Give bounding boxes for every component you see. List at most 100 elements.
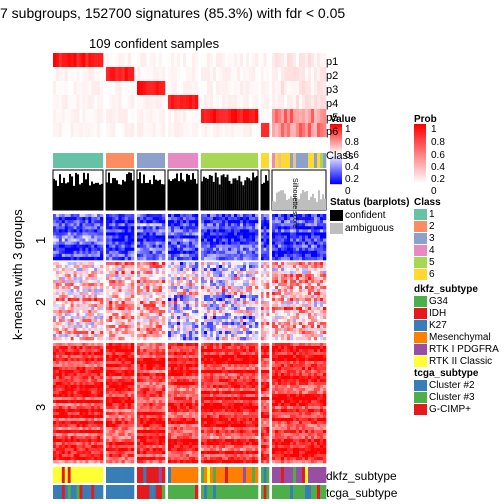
heatmap-cell-group-3 <box>130 394 135 398</box>
heatmap-cell-group-2 <box>204 334 208 338</box>
prob-cell-p1 <box>323 53 327 67</box>
class-cell <box>311 153 315 168</box>
heatmap-cell-group-1 <box>216 232 220 236</box>
heatmap-cell-group-2 <box>299 262 303 266</box>
heatmap-cell-group-3 <box>100 421 104 425</box>
heatmap-cell-group-2 <box>266 325 270 329</box>
heatmap-cell-group-2 <box>85 265 89 269</box>
heatmap-cell-group-2 <box>189 331 193 335</box>
heatmap-cell-group-3 <box>118 352 122 356</box>
prob-cell-p1 <box>124 53 129 67</box>
prob-cell-p2 <box>118 67 122 81</box>
heatmap-cell-group-2 <box>207 307 211 311</box>
heatmap-cell-group-3 <box>61 343 66 347</box>
heatmap-cell-group-1 <box>127 247 132 252</box>
heatmap-cell-group-2 <box>219 331 223 335</box>
heatmap-cell-group-1 <box>61 241 66 245</box>
heatmap-cell-group-2 <box>231 292 235 296</box>
heatmap-cell-group-1 <box>121 238 125 242</box>
heatmap-cell-group-2 <box>124 268 129 272</box>
heatmap-cell-group-3 <box>67 346 71 350</box>
heatmap-cell-group-2 <box>97 316 101 320</box>
heatmap-cell-group-3 <box>88 394 92 398</box>
heatmap-cell-group-2 <box>284 271 288 275</box>
heatmap-cell-group-1 <box>252 220 256 224</box>
prob-cell-p4 <box>237 95 241 109</box>
heatmap-cell-group-1 <box>281 250 285 255</box>
heatmap-cell-group-2 <box>189 295 193 299</box>
heatmap-cell-group-1 <box>112 229 116 233</box>
prob-cell-p5 <box>137 109 141 123</box>
heatmap-cell-group-2 <box>320 280 324 284</box>
silhouette-bar <box>73 185 75 210</box>
heatmap-cell-group-2 <box>85 274 89 278</box>
heatmap-cell-group-3 <box>130 373 135 377</box>
heatmap-cell-group-2 <box>180 271 184 275</box>
heatmap-cell-group-3 <box>58 343 63 347</box>
heatmap-cell-group-2 <box>228 280 232 284</box>
prob-cell-p4 <box>137 95 141 109</box>
heatmap-cell-group-1 <box>317 241 321 245</box>
heatmap-cell-group-3 <box>100 457 104 461</box>
heatmap-cell-group-1 <box>70 235 74 239</box>
heatmap-cell-group-2 <box>79 337 83 341</box>
heatmap-cell-group-1 <box>237 220 241 224</box>
heatmap-cell-group-1 <box>311 232 315 236</box>
heatmap-cell-group-1 <box>293 247 297 252</box>
heatmap-cell-group-3 <box>55 385 60 389</box>
heatmap-cell-group-2 <box>278 295 282 299</box>
heatmap-cell-group-1 <box>100 229 104 233</box>
heatmap-cell-group-1 <box>106 223 110 227</box>
prob-cell-p6 <box>293 123 297 137</box>
heatmap-cell-group-2 <box>149 277 153 281</box>
heatmap-cell-group-3 <box>85 376 89 380</box>
heatmap-cell-group-2 <box>171 262 175 266</box>
heatmap-cell-group-2 <box>278 289 282 293</box>
heatmap-cell-group-1 <box>195 232 199 236</box>
heatmap-cell-group-2 <box>308 316 312 320</box>
heatmap-cell-group-2 <box>275 310 279 314</box>
heatmap-cell-group-2 <box>82 319 86 323</box>
heatmap-cell-group-2 <box>222 313 226 317</box>
heatmap-cell-group-2 <box>97 298 101 302</box>
heatmap-cell-group-3 <box>88 388 92 392</box>
heatmap-cell-group-2 <box>79 295 83 299</box>
heatmap-cell-group-3 <box>70 436 74 440</box>
heatmap-cell-group-2 <box>82 313 86 317</box>
prob-cell-p5 <box>272 109 276 123</box>
silhouette-bar <box>139 172 141 210</box>
heatmap-cell-group-1 <box>161 253 166 258</box>
heatmap-cell-group-1 <box>168 214 172 218</box>
heatmap-cell-group-2 <box>168 304 172 308</box>
heatmap-cell-group-3 <box>76 433 80 437</box>
silhouette-bar <box>263 182 265 210</box>
heatmap-cell-group-3 <box>64 394 69 398</box>
heatmap-cell-group-2 <box>152 319 156 323</box>
heatmap-cell-group-2 <box>252 319 256 323</box>
heatmap-cell-group-2 <box>70 295 74 299</box>
heatmap-cell-group-2 <box>109 328 113 332</box>
heatmap-cell-group-2 <box>58 274 63 278</box>
heatmap-cell-group-1 <box>225 220 229 224</box>
heatmap-cell-group-3 <box>53 397 57 401</box>
heatmap-cell-group-1 <box>137 250 141 255</box>
heatmap-cell-group-2 <box>287 298 291 302</box>
heatmap-cell-group-3 <box>88 364 92 368</box>
heatmap-cell-group-2 <box>155 313 160 317</box>
heatmap-cell-group-3 <box>109 364 113 368</box>
heatmap-cell-group-2 <box>53 334 57 338</box>
silhouette-bar <box>130 172 132 210</box>
heatmap-cell-group-1 <box>308 250 312 255</box>
heatmap-cell-group-3 <box>67 388 71 392</box>
heatmap-cell-group-1 <box>255 235 259 239</box>
heatmap-cell-group-2 <box>296 268 300 272</box>
heatmap-cell-group-1 <box>112 223 116 227</box>
heatmap-cell-group-3 <box>55 406 60 410</box>
heatmap-cell-group-2 <box>195 337 199 341</box>
prob-cell-p2 <box>216 67 220 81</box>
heatmap-cell-group-1 <box>228 232 232 236</box>
heatmap-cell-group-3 <box>100 346 104 350</box>
heatmap-cell-group-3 <box>94 343 98 347</box>
heatmap-cell-group-2 <box>311 277 315 281</box>
heatmap-cell-group-1 <box>281 241 285 245</box>
